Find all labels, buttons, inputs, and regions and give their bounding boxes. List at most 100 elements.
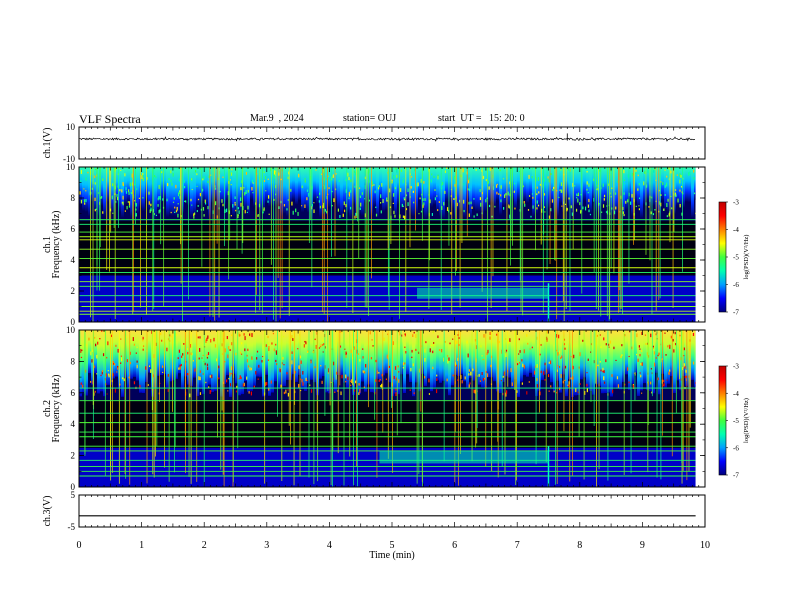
spectrogram-ch1-speckle: [388, 188, 391, 193]
spectrogram-ch1-speckle: [134, 199, 136, 202]
spectrogram-ch1-speckle: [444, 190, 446, 194]
spectrogram-ch1-speckle: [405, 194, 408, 197]
spectrogram-ch2-speckle: [126, 359, 129, 363]
spectrogram-ch2-speckle: [88, 337, 90, 341]
spectrogram-ch1-speckle: [311, 203, 313, 207]
spectrogram-ch1-speckle: [102, 178, 104, 182]
spectrogram-ch1-bright-column: [619, 167, 622, 205]
spectrogram-ch2-bright-column: [340, 330, 343, 375]
spectrogram-ch2-speckle: [587, 358, 589, 361]
spectrogram-ch1-speckle: [201, 188, 204, 192]
spectrogram-ch2-speckle: [307, 350, 309, 353]
spectrogram-ch2-speckle: [505, 390, 508, 394]
spectrogram-ch1-speckle: [154, 175, 156, 178]
spectrogram-ch1-speckle: [348, 191, 350, 196]
spectrogram-ch1-speckle: [80, 170, 83, 174]
spectrogram-ch2-heatmap: [79, 330, 696, 487]
spectrogram-ch2-speckle: [267, 342, 269, 345]
spectrogram-ch2-bright-column: [493, 330, 496, 382]
spectrogram-ch1-bright-column: [268, 167, 271, 207]
spectrogram-ch1-speckle: [193, 215, 195, 219]
spectrogram-ch2-speckle: [266, 381, 268, 386]
spectrogram-ch2-bright-column: [406, 330, 409, 375]
spectrogram-ch2-bright-column: [238, 330, 241, 396]
spectrogram-ch1-speckle: [136, 188, 138, 190]
spectrogram-ch1-speckle: [130, 192, 133, 195]
spectrogram-ch2-speckle: [362, 356, 364, 359]
spectrogram-ch2-speckle: [620, 355, 622, 359]
spectrogram-ch2-speckle: [341, 331, 343, 334]
spectrogram-ch2-speckle: [345, 355, 347, 358]
spectrogram-ch2-speckle: [544, 378, 546, 381]
spectrogram-ch1-speckle: [544, 211, 546, 213]
spectrogram-ch1-speckle: [485, 199, 487, 203]
spectrogram-ch1-speckle: [479, 197, 481, 201]
x-tick-label: 8: [577, 540, 582, 551]
spectrogram-ch2-bright-column: [520, 330, 523, 382]
spectrogram-ch1-bright-column: [214, 167, 217, 200]
spectrogram-ch2-speckle: [624, 334, 626, 337]
spectrogram-ch1-bright-column: [379, 167, 382, 203]
spectrogram-ch2-speckle: [570, 377, 572, 380]
spectrogram-ch2-speckle: [286, 372, 288, 375]
spectrogram-ch1-bright-column: [166, 167, 169, 218]
spectrogram-ch1-speckle: [645, 184, 648, 188]
spectrogram-ch1-speckle: [528, 174, 530, 179]
spectrogram-ch2-speckle: [235, 352, 237, 356]
spectrogram-ch1-speckle: [355, 212, 357, 216]
spectrogram-ch2-bright-column: [508, 330, 511, 378]
spectrogram-ch1-speckle: [592, 178, 595, 181]
spectrogram-ch1-speckle: [304, 204, 306, 208]
spectrogram-ch2-speckle: [404, 362, 406, 365]
spectrogram-ch1-bright-column: [463, 167, 466, 218]
spectrogram-ch2-speckle: [161, 365, 164, 368]
spectrogram-ch1-bright-column: [91, 167, 94, 202]
spectrogram-ch2-speckle: [685, 370, 687, 373]
spectrogram-ch1-speckle: [157, 197, 159, 201]
spectrogram-ch1-bright-column: [313, 167, 316, 201]
spectrogram-ch1-speckle: [485, 179, 487, 182]
spectrogram-ch2-speckle: [518, 353, 520, 355]
spectrogram-ch1-speckle: [531, 193, 534, 195]
spectrogram-ch1-speckle: [318, 200, 320, 203]
spectrogram-ch2-bright-column: [343, 330, 346, 383]
spectrogram-ch2-bright-column: [430, 330, 433, 392]
spectrogram-ch2-speckle: [502, 375, 504, 378]
spectrogram-ch1-speckle: [503, 206, 505, 210]
spectrogram-ch1-speckle: [667, 198, 669, 202]
waveform-ch3-ytick-label: -5: [68, 522, 76, 532]
spectrogram-ch2-speckle: [107, 370, 109, 372]
spectrogram-ch2-speckle: [204, 362, 206, 366]
spectrogram-ch1-speckle: [541, 208, 543, 213]
spectrogram-ch2-speckle: [482, 358, 484, 361]
spectrogram-ch2-speckle: [197, 336, 199, 339]
spectrogram-ch1-speckle: [437, 174, 439, 177]
spectrogram-ch2-speckle: [505, 349, 508, 352]
spectrogram-ch1-bright-column: [157, 167, 160, 210]
spectrogram-ch2-bright-column: [130, 330, 133, 379]
spectrogram-ch1-speckle: [668, 178, 670, 180]
spectrogram-ch1-speckle: [603, 194, 606, 198]
spectrogram-ch1-speckle: [394, 214, 396, 218]
spectrogram-ch1-speckle: [315, 169, 317, 171]
spectrogram-ch2-speckle: [650, 333, 652, 338]
spectrogram-ch2-speckle: [413, 331, 415, 334]
spectrogram-ch2-bright-column: [325, 330, 328, 393]
spectrogram-ch1-speckle: [318, 192, 321, 195]
spectrogram-ch2-speckle: [261, 360, 263, 363]
spectrogram-ch1-speckle: [149, 209, 151, 213]
spectrogram-ch1-speckle: [522, 185, 524, 188]
spectrogram-ch1-speckle: [190, 198, 192, 202]
spectrogram-ch1-speckle: [564, 203, 567, 205]
spectrogram-ch1-speckle: [423, 202, 425, 206]
spectrogram-ch1-speckle: [403, 198, 406, 201]
spectrogram-ch2-speckle: [654, 362, 656, 367]
spectrogram-ch2-speckle: [641, 350, 643, 352]
spectrogram-ch1-speckle: [676, 174, 678, 176]
spectrogram-ch1-speckle: [635, 172, 637, 175]
spectrogram-ch2-speckle: [246, 354, 248, 357]
spectrogram-ch2-colorbar-tick-label: -4: [733, 390, 739, 398]
spectrogram-ch1-speckle: [399, 214, 401, 219]
spectrogram-ch1-bright-column: [283, 167, 286, 214]
spectrogram-ch1-speckle: [230, 172, 233, 176]
